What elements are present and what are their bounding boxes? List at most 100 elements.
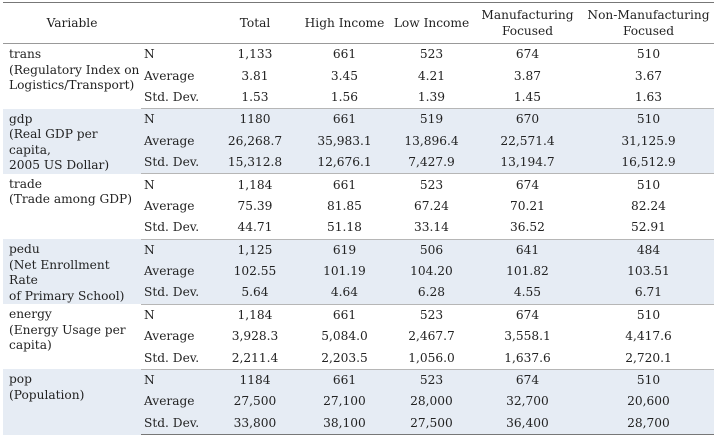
variable-name: pop	[9, 372, 32, 387]
statistic-label: N	[141, 108, 212, 131]
value-cell: 523	[419, 47, 444, 62]
header-total: Total	[212, 2, 298, 44]
value-cell: 6.28	[391, 282, 472, 305]
value-cell: 1.53	[212, 86, 298, 110]
variable-name: trans	[9, 47, 42, 61]
value-cell: 67.24	[414, 198, 449, 213]
value-cell: 510	[583, 369, 714, 392]
variable-description: (Trade among GDP)	[9, 192, 133, 207]
statistic-label: N	[144, 177, 155, 192]
value-cell: 4.21	[417, 68, 446, 83]
value-cell: 101.82	[472, 260, 583, 283]
value-cell: 33,800	[212, 412, 298, 436]
table-row: Average 27,500 27,100 28,000 32,700 20,600	[3, 391, 714, 413]
value-cell: 661	[332, 307, 357, 322]
statistic-label: Std. Dev.	[141, 347, 212, 370]
variable-block-pop: pop (Population) N 1184 661 523 674 510 Average 2…	[3, 369, 714, 436]
value-cell: 44.71	[212, 217, 298, 240]
value-cell: 661	[332, 47, 357, 62]
table-row: Std. Dev. 44.71 51.18 33.14 36.52 52.91	[3, 217, 714, 240]
value-cell: 5,084.0	[321, 329, 368, 344]
value-cell: 27,100	[298, 391, 391, 413]
value-cell: 3.81	[241, 68, 269, 83]
value-cell: 510	[583, 108, 714, 131]
value-cell: 4.64	[298, 282, 391, 305]
value-cell: 484	[583, 239, 714, 261]
value-cell: 2,203.5	[298, 347, 391, 370]
value-cell: 5.64	[212, 282, 298, 305]
value-cell: 670	[472, 108, 583, 131]
value-cell: 33.14	[391, 217, 472, 240]
header-high-income: High Income	[298, 2, 391, 44]
value-cell: 28,700	[583, 412, 714, 436]
value-cell: 1180	[212, 108, 298, 131]
variable-name: pedu	[9, 242, 40, 257]
value-cell: 1.39	[391, 86, 472, 110]
value-cell: 523	[419, 177, 444, 192]
value-cell: 27,500	[391, 412, 472, 436]
value-cell: 510	[636, 47, 661, 62]
value-cell: 15,312.8	[212, 151, 298, 175]
table-row: Average 26,268.7 35,983.1 13,896.4 22,571.4 3…	[3, 130, 714, 152]
value-cell: 1184	[212, 369, 298, 392]
value-cell: 22,571.4	[472, 130, 583, 152]
statistic-label: N	[141, 369, 212, 392]
value-cell: 27,500	[212, 391, 298, 413]
value-cell: 36,400	[472, 412, 583, 436]
value-cell: 13,896.4	[391, 130, 472, 152]
value-cell: 6.71	[583, 282, 714, 305]
table-row: energy (Energy Usage per capita) N 1,184 661…	[3, 304, 714, 352]
table-row: Std. Dev. 33,800 38,100 27,500 36,400 28,700	[3, 412, 714, 436]
value-cell: 104.20	[391, 260, 472, 283]
value-cell: 70.21	[510, 198, 545, 213]
value-cell: 35,983.1	[298, 130, 391, 152]
value-cell: 7,427.9	[391, 151, 472, 175]
table-row: Average 3.81 3.45 4.21 3.87 3.67	[3, 65, 714, 86]
statistic-label: Std. Dev.	[141, 412, 212, 436]
table-row: pop (Population) N 1184 661 523 674 510	[3, 369, 714, 435]
variable-description: (Population)	[9, 387, 85, 402]
value-cell: 28,000	[391, 391, 472, 413]
value-cell: 674	[515, 307, 540, 322]
value-cell: 1.56	[298, 86, 391, 110]
variable-cell: trade (Trade among GDP)	[3, 174, 141, 239]
variable-cell: trans (Regulatory Index on Logistics/Tran…	[3, 44, 141, 109]
variable-cell: pop (Population)	[3, 369, 141, 435]
value-cell: 523	[391, 369, 472, 392]
table-row: Std. Dev. 1.53 1.56 1.39 1.45 1.63	[3, 86, 714, 110]
statistic-label: Std. Dev.	[141, 86, 212, 110]
value-cell: 641	[472, 239, 583, 261]
value-cell: 102.55	[212, 260, 298, 283]
statistic-label: Average	[141, 260, 212, 283]
variable-name: gdp	[9, 111, 33, 126]
value-cell: 103.51	[583, 260, 714, 283]
value-cell: 13,194.7	[472, 151, 583, 175]
variable-name: trade	[9, 176, 43, 191]
value-cell: 101.19	[298, 260, 391, 283]
value-cell: 1,184	[237, 307, 273, 322]
variable-cell: energy (Energy Usage per capita)	[3, 304, 141, 369]
statistic-label: N	[144, 47, 155, 62]
table-row: Std. Dev. 2,211.4 2,203.5 1,056.0 1,637.6 2,7…	[3, 347, 714, 370]
value-cell: 1,637.6	[472, 347, 583, 370]
variable-block-pedu: pedu (Net Enrollment Rate of Primary Scho…	[3, 239, 714, 305]
value-cell: 661	[298, 369, 391, 392]
value-cell: 674	[515, 177, 540, 192]
value-cell: 81.85	[327, 198, 362, 213]
value-cell: 510	[636, 307, 661, 322]
table-row: trans (Regulatory Index on Logistics/Tran…	[3, 44, 714, 92]
table-row: Std. Dev. 15,312.8 12,676.1 7,427.9 13,194.7…	[3, 151, 714, 175]
value-cell: 519	[391, 108, 472, 131]
value-cell: 52.91	[583, 217, 714, 240]
value-cell: 3.67	[634, 68, 663, 83]
value-cell: 1,133	[237, 47, 273, 62]
variable-description: (Energy Usage per capita)	[9, 322, 126, 353]
statistic-label: Average	[144, 198, 195, 213]
table-row: Average 102.55 101.19 104.20 101.82 103.51	[3, 260, 714, 283]
value-cell: 3,928.3	[231, 329, 279, 344]
variable-block-trans: trans (Regulatory Index on Logistics/Tran…	[3, 44, 714, 110]
header-manufacturing-focused: Manufacturing Focused	[472, 2, 583, 44]
value-cell: 75.39	[237, 198, 273, 213]
statistic-label: Std. Dev.	[141, 151, 212, 175]
